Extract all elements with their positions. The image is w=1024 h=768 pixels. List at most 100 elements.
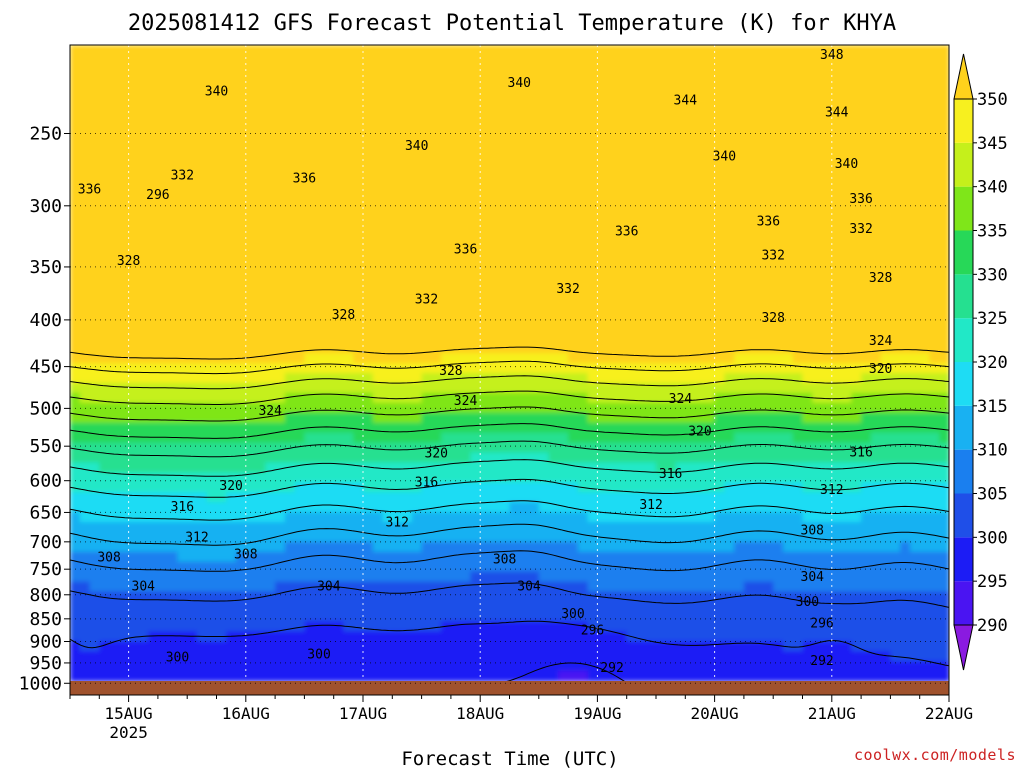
y-tick-label-400: 400	[29, 310, 62, 331]
contour-label-26: 320	[425, 446, 448, 461]
contour-label-45: 336	[454, 243, 477, 258]
colorbar-label-315: 315	[977, 397, 1008, 417]
contour-304	[70, 582, 949, 608]
y-tick-label-900: 900	[29, 631, 62, 652]
contour-label-11: 304	[517, 579, 541, 594]
contour-label-23: 316	[659, 467, 682, 482]
contour-label-51: 340	[508, 76, 531, 91]
x-tick-label-18AUG: 18AUG	[456, 704, 504, 723]
y-tick-label-1000: 1000	[19, 673, 62, 694]
contour-label-44: 336	[293, 171, 316, 186]
isentrope-contours	[70, 346, 949, 681]
contour-label-39: 332	[556, 282, 579, 297]
colorbar-label-295: 295	[977, 572, 1008, 592]
y-tick-label-800: 800	[29, 585, 62, 606]
colorbar: 290 295 300 305 310 315 320 325 330 335 340 345 350	[953, 53, 1008, 671]
contour-label-14: 308	[234, 548, 257, 563]
colorbar-segment-295	[954, 537, 973, 582]
contour-label-8: 300	[796, 595, 819, 610]
contour-label-25: 320	[219, 479, 242, 494]
y-tick-label-950: 950	[29, 653, 62, 674]
contour-label-36: 328	[761, 311, 784, 326]
x-tick-label-19AUG: 19AUG	[573, 704, 621, 723]
colorbar-label-320: 320	[977, 353, 1008, 373]
colorbar-label-310: 310	[977, 441, 1008, 461]
contour-label-49: 340	[205, 85, 228, 100]
contour-352	[70, 346, 949, 360]
contour-label-15: 308	[493, 553, 516, 568]
contour-344	[70, 375, 949, 390]
colorbar-segment-320	[954, 318, 973, 362]
contour-label-37: 328	[869, 271, 892, 286]
contour-label-16: 308	[801, 523, 824, 538]
credit-link[interactable]: coolwx.com/models	[853, 746, 1016, 764]
contour-label-0: 296	[146, 188, 169, 203]
contour-332	[70, 423, 949, 439]
colorbar-label-305: 305	[977, 485, 1008, 505]
contour-label-56: 348	[820, 48, 843, 63]
colorbar-segment-340	[954, 142, 973, 187]
contour-label-47: 336	[757, 214, 780, 229]
contour-label-34: 328	[117, 254, 140, 269]
contour-label-27: 320	[688, 424, 711, 439]
x-tick-sublabel: 2025	[109, 723, 148, 742]
contour-label-1: 292	[600, 661, 623, 676]
contour-label-48: 336	[849, 192, 872, 207]
colorbar-label-350: 350	[977, 90, 1008, 110]
colorbar-segment-305	[954, 449, 973, 494]
colorbar-extend-high	[953, 53, 974, 100]
contour-316	[70, 500, 949, 521]
contour-328	[70, 440, 949, 458]
temperature-field	[70, 45, 949, 681]
contour-label-13: 308	[97, 550, 120, 565]
y-tick-label-300: 300	[29, 196, 62, 217]
y-tick-label-750: 750	[29, 559, 62, 580]
colorbar-segment-310	[954, 405, 973, 450]
contour-label-3: 300	[166, 650, 189, 665]
chart-title: 2025081412 GFS Forecast Potential Temper…	[128, 11, 896, 36]
contour-label-5: 296	[581, 623, 604, 638]
contour-label-32: 324	[869, 334, 893, 349]
colorbar-label-290: 290	[977, 616, 1008, 636]
contour-label-20: 312	[820, 483, 843, 498]
contour-label-24: 316	[849, 446, 872, 461]
contour-300	[70, 620, 949, 667]
contour-label-54: 344	[674, 93, 698, 108]
contour-320	[70, 478, 949, 498]
y-tick-label-550: 550	[29, 436, 62, 457]
contour-label-41: 332	[171, 169, 194, 184]
contour-label-2: 292	[810, 654, 833, 669]
contour-label-50: 340	[405, 139, 428, 154]
x-axis-title: Forecast Time (UTC)	[401, 748, 618, 768]
contour-336	[70, 406, 949, 422]
contour-label-55: 344	[825, 105, 849, 120]
colorbar-segment-335	[954, 186, 973, 231]
contour-label-52: 340	[713, 150, 736, 165]
contour-label-30: 324	[454, 394, 478, 409]
contour-label-38: 332	[415, 293, 438, 308]
colorbar-segment-330	[954, 230, 973, 275]
colorbar-segment-290	[954, 581, 973, 625]
contour-label-33: 328	[439, 364, 462, 379]
contour-label-10: 304	[317, 579, 341, 594]
y-tick-label-250: 250	[29, 123, 62, 144]
colorbar-segment-315	[954, 362, 973, 406]
y-tick-label-850: 850	[29, 609, 62, 630]
colorbar-segment-325	[954, 274, 973, 319]
y-tick-label-650: 650	[29, 502, 62, 523]
colorbar-label-345: 345	[977, 134, 1008, 154]
contour-label-6: 296	[810, 616, 833, 631]
colorbar-extend-low	[953, 624, 974, 671]
contour-label-42: 332	[849, 222, 872, 237]
colorbar-segment-300	[954, 493, 973, 538]
contour-label-21: 316	[171, 500, 194, 515]
y-tick-label-700: 700	[29, 532, 62, 553]
contour-label-28: 320	[869, 362, 892, 377]
colorbar-segment-345	[954, 99, 973, 143]
x-tick-label-16AUG: 16AUG	[222, 704, 270, 723]
contour-label-22: 316	[415, 476, 438, 491]
contour-348	[70, 360, 949, 375]
grid-lines	[70, 45, 949, 684]
